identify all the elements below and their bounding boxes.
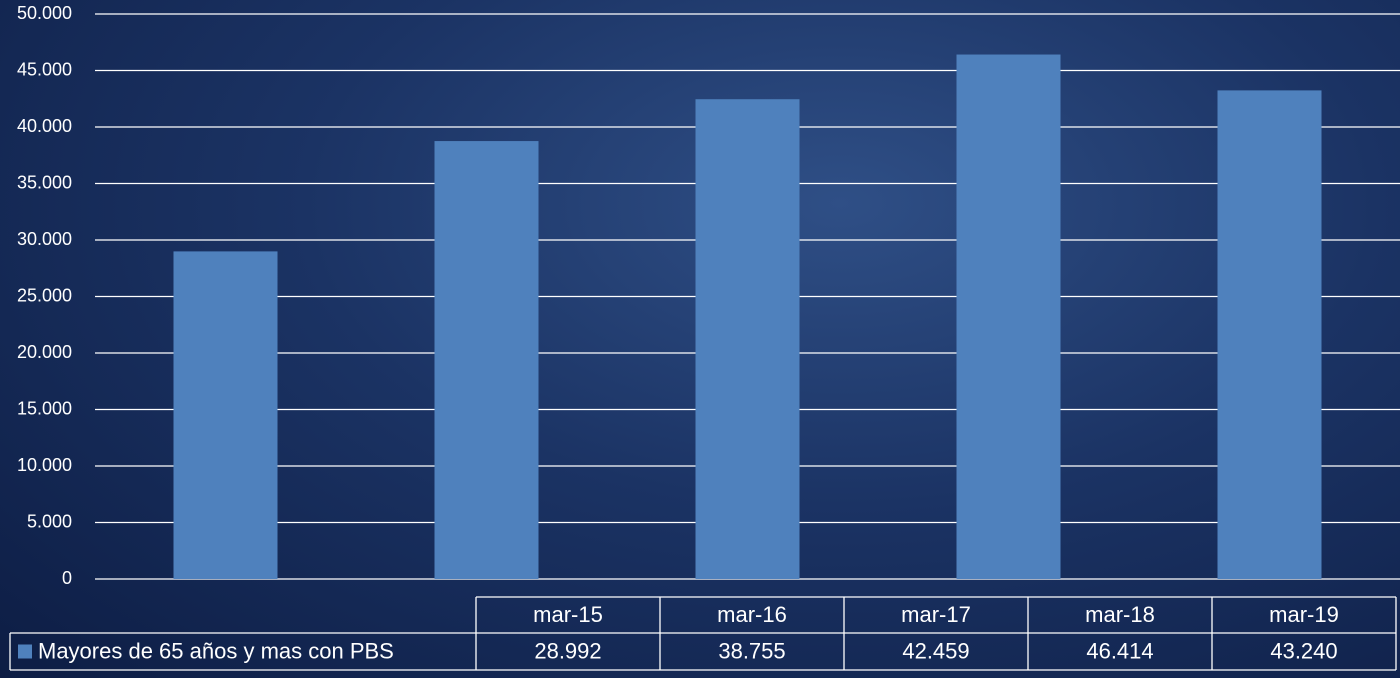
bar	[695, 99, 800, 579]
x-tick-label: mar-17	[901, 602, 971, 627]
x-tick-label: mar-16	[717, 602, 787, 627]
bar	[1217, 90, 1322, 579]
y-tick-label: 25.000	[17, 285, 72, 305]
bar	[173, 251, 278, 580]
table-value: 46.414	[1086, 638, 1153, 663]
x-tick-label: mar-19	[1269, 602, 1339, 627]
y-tick-label: 40.000	[17, 116, 72, 136]
y-tick-label: 35.000	[17, 172, 72, 192]
y-tick-label: 15.000	[17, 398, 72, 418]
y-tick-label: 50.000	[17, 3, 72, 23]
legend-label: Mayores de 65 años y mas con PBS	[38, 638, 394, 663]
table-value: 42.459	[902, 638, 969, 663]
table-value: 28.992	[534, 638, 601, 663]
bar	[956, 54, 1061, 580]
y-tick-label: 45.000	[17, 59, 72, 79]
table-value: 43.240	[1270, 638, 1337, 663]
y-tick-label: 5.000	[27, 511, 72, 531]
x-tick-label: mar-15	[533, 602, 603, 627]
y-tick-label: 0	[62, 568, 72, 588]
y-tick-label: 30.000	[17, 229, 72, 249]
legend-swatch	[18, 644, 32, 659]
bar	[434, 141, 539, 580]
table-value: 38.755	[718, 638, 785, 663]
x-tick-label: mar-18	[1085, 602, 1155, 627]
y-tick-label: 20.000	[17, 342, 72, 362]
y-tick-label: 10.000	[17, 455, 72, 475]
